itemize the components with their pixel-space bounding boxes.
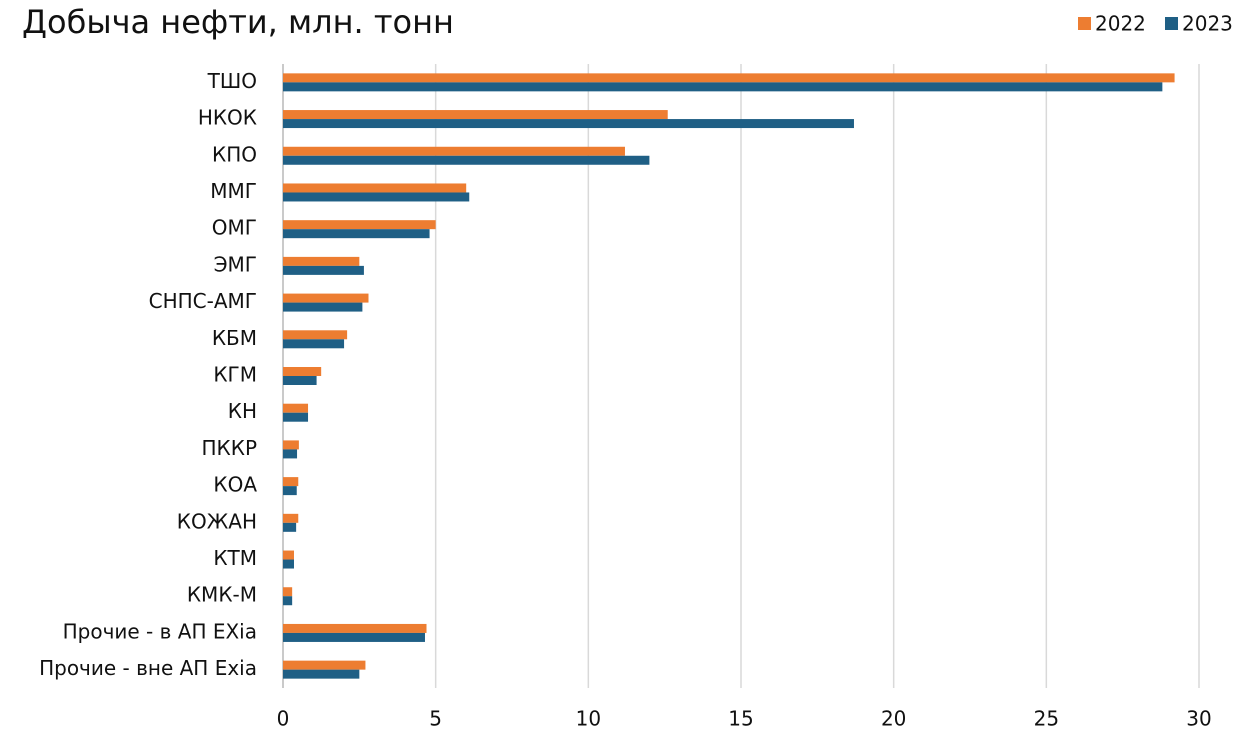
bar	[283, 110, 668, 120]
y-tick-label: КН	[228, 399, 257, 423]
bar	[283, 73, 1175, 83]
bar	[283, 330, 348, 340]
bar	[283, 192, 470, 202]
bar	[283, 440, 299, 450]
y-tick-label: КБМ	[212, 326, 257, 350]
y-tick-label: Прочие - вне АП Exia	[39, 656, 257, 680]
y-tick-label: СНПС-АМГ	[149, 289, 257, 313]
y-tick-label: КГМ	[213, 363, 257, 387]
bar	[283, 220, 436, 230]
bar	[283, 403, 309, 413]
bar	[283, 559, 294, 569]
bar	[283, 632, 425, 642]
bar	[283, 229, 430, 239]
x-tick-label: 10	[576, 707, 601, 731]
bar	[283, 477, 299, 487]
bar	[283, 367, 322, 376]
bar	[283, 82, 1163, 92]
bar	[283, 256, 360, 266]
bar	[283, 155, 650, 165]
bar	[283, 302, 363, 312]
y-tick-label: ПККР	[202, 436, 258, 460]
bar	[283, 293, 369, 303]
bar	[283, 449, 298, 459]
chart-title: Добыча нефти, млн. тонн	[22, 3, 454, 41]
bar	[283, 486, 297, 496]
y-tick-label: ММГ	[210, 179, 257, 203]
bar	[283, 376, 317, 385]
bar	[283, 550, 294, 560]
bar	[283, 412, 309, 422]
x-tick-label: 0	[277, 707, 290, 731]
x-tick-label: 15	[728, 707, 753, 731]
bar	[283, 660, 366, 670]
bar	[283, 513, 299, 523]
legend-swatch	[1078, 17, 1091, 30]
bar	[283, 587, 293, 597]
bar	[283, 265, 364, 275]
y-tick-label: Прочие - в АП EXia	[63, 619, 257, 643]
y-tick-label: КПО	[212, 142, 257, 166]
x-tick-label: 20	[881, 707, 906, 731]
x-tick-label: 30	[1186, 707, 1211, 731]
legend-label: 2023	[1182, 12, 1233, 36]
legend-swatch	[1165, 17, 1178, 30]
y-tick-label: ЭМГ	[214, 252, 257, 276]
y-tick-label: НКОК	[198, 106, 257, 130]
bar	[283, 183, 467, 193]
y-tick-label: КОА	[213, 473, 257, 497]
bar	[283, 596, 293, 606]
y-tick-label: КМК-М	[187, 583, 257, 607]
y-tick-label: КТМ	[213, 546, 257, 570]
bar	[283, 146, 625, 156]
y-tick-label: КОЖАН	[177, 509, 257, 533]
x-tick-label: 25	[1034, 707, 1059, 731]
y-tick-label: ТШО	[207, 69, 257, 93]
bar	[283, 522, 297, 532]
bar	[283, 623, 427, 633]
bar	[283, 119, 854, 129]
bar	[283, 339, 345, 349]
legend-label: 2022	[1095, 12, 1146, 36]
y-tick-label: ОМГ	[212, 216, 257, 240]
bar	[283, 669, 360, 679]
x-tick-label: 5	[429, 707, 442, 731]
